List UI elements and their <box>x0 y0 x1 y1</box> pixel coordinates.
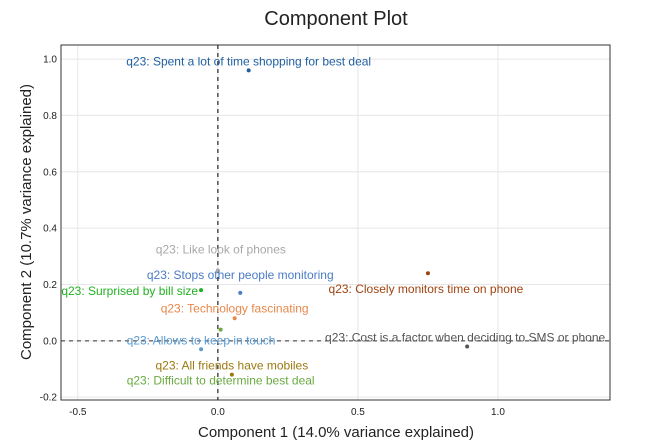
data-point-label: q23: Technology fascinating <box>161 301 309 315</box>
data-point-label: q23: All friends have mobiles <box>155 359 308 373</box>
y-tick-label: 0.0 <box>43 336 57 347</box>
data-point <box>218 327 223 332</box>
data-point <box>246 68 251 73</box>
x-tick-label: 1.0 <box>491 407 505 418</box>
data-point-label: q23: Like look of phones <box>156 242 286 256</box>
x-tick-label: 0.5 <box>351 407 365 418</box>
x-axis-label: Component 1 (14.0% variance explained) <box>198 424 474 440</box>
y-tick-label: 1.0 <box>43 55 57 66</box>
data-point <box>215 268 220 273</box>
data-point-label: q23: Cost is a factor when deciding to S… <box>325 330 605 344</box>
plot-area: -0.5 0.0 0.5 1.0 -0.2 0.0 0.2 0.4 0.6 0.8 1.0 q23: … <box>40 44 611 418</box>
y-tick-label: 0.8 <box>43 111 57 122</box>
data-point <box>229 372 234 377</box>
data-point <box>425 271 430 276</box>
data-point <box>199 347 204 352</box>
y-tick-label: -0.2 <box>40 393 58 404</box>
y-tick-label: 0.6 <box>43 167 57 178</box>
data-point-label: q23: Difficult to determine best deal <box>127 374 315 388</box>
data-point-label: q23: Allows to keep in touch <box>127 333 276 347</box>
data-point <box>199 288 204 293</box>
plot-frame <box>60 44 611 401</box>
y-axis-label: Component 2 (10.7% variance explained) <box>18 84 35 360</box>
data-point-label: q23: Closely monitors time on phone <box>329 282 524 296</box>
data-point-label: q23: Spent a lot of time shopping for be… <box>126 54 371 68</box>
x-tick-label: 0.0 <box>211 407 225 418</box>
chart-title: Component Plot <box>264 8 408 30</box>
data-point-label: q23: Stops other people monitoring <box>147 268 334 282</box>
data-point-label: q23: Surprised by bill size <box>61 284 198 298</box>
x-tick-label: -0.5 <box>69 407 87 418</box>
y-tick-label: 0.2 <box>43 280 57 291</box>
y-tick-label: 0.4 <box>43 224 57 235</box>
data-point <box>238 290 243 295</box>
data-point <box>465 344 470 349</box>
data-point <box>232 316 237 321</box>
